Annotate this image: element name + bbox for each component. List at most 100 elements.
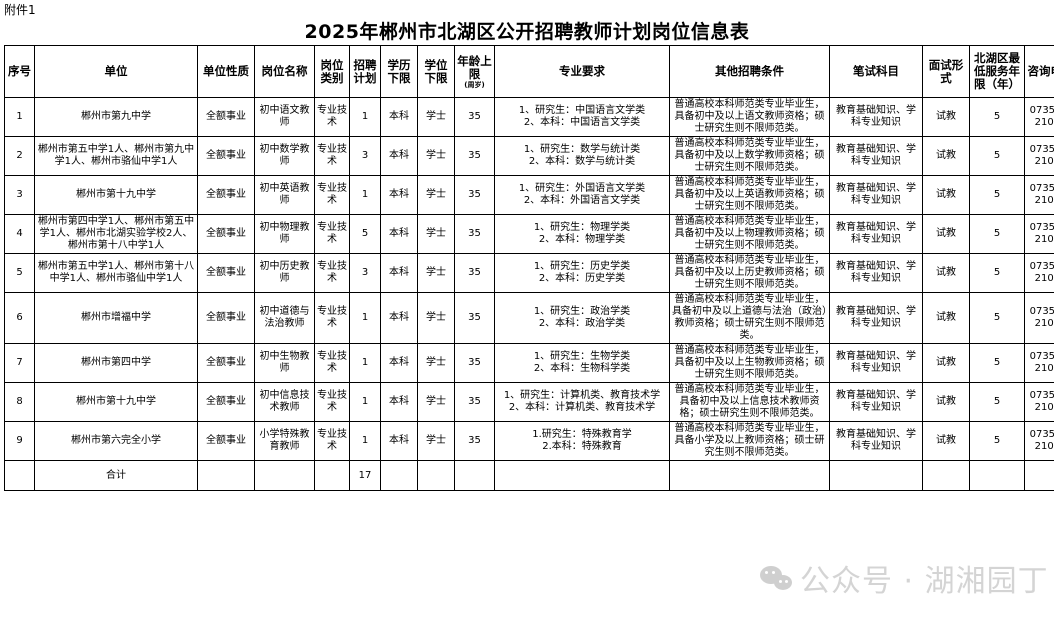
cell-post-name: 初中英语教师 <box>254 175 315 215</box>
cell-unit: 郴州市第五中学1人、郴州市第九中学1人、郴州市骆仙中学1人 <box>34 136 198 176</box>
cell-seq: 5 <box>4 253 35 293</box>
cell-post-name: 初中数学教师 <box>254 136 315 176</box>
cell-other: 普通高校本科师范类专业毕业生，具备初中及以上英语教师资格；硕士研究生则不限师范类… <box>669 175 830 215</box>
cell-plan: 3 <box>349 253 381 293</box>
column-header-unit: 单位 <box>34 45 198 98</box>
column-header-exam: 笔试科目 <box>829 45 923 98</box>
cell-phone: 0735-2121072 <box>1024 175 1054 215</box>
cell-edu-min: 本科 <box>380 97 418 137</box>
cell-post-type: 专业技术 <box>314 97 350 137</box>
cell-degree-min: 学士 <box>417 253 455 293</box>
cell-post-name: 初中历史教师 <box>254 253 315 293</box>
cell-edu-min: 本科 <box>380 343 418 383</box>
cell-edu-min: 本科 <box>380 175 418 215</box>
cell-exam: 教育基础知识、学科专业知识 <box>829 421 923 461</box>
cell-service: 5 <box>969 214 1025 254</box>
cell-service: 5 <box>969 136 1025 176</box>
cell-age-max: 35 <box>454 214 495 254</box>
total-row: 合计 17 <box>4 460 1054 491</box>
column-header-post-name: 岗位名称 <box>254 45 315 98</box>
cell-interview: 试教 <box>922 136 970 176</box>
cell-phone: 0735-2121072 <box>1024 343 1054 383</box>
cell-post-type: 专业技术 <box>314 253 350 293</box>
cell-degree-min: 学士 <box>417 136 455 176</box>
cell-interview: 试教 <box>922 382 970 422</box>
cell-unit: 郴州市第十九中学 <box>34 382 198 422</box>
cell-interview: 试教 <box>922 253 970 293</box>
cell-nature: 全额事业 <box>197 343 255 383</box>
cell-other: 普通高校本科师范类专业毕业生，具备初中及以上信息技术教师资格；硕士研究生则不限师… <box>669 382 830 422</box>
cell-service: 5 <box>969 97 1025 137</box>
cell-nature: 全额事业 <box>197 421 255 461</box>
cell-post-name: 初中道德与法治教师 <box>254 292 315 344</box>
total-empty-cell <box>969 460 1025 491</box>
table-row: 3 郴州市第十九中学 全额事业 初中英语教师 专业技术 1 本科 学士 35 1、研究生：外国语言… <box>4 175 1054 215</box>
cell-other: 普通高校本科师范类专业毕业生，具备初中及以上数学教师资格；硕士研究生则不限师范类… <box>669 136 830 176</box>
cell-seq: 8 <box>4 382 35 422</box>
table-header: 序号 单位 单位性质 岗位名称 岗位类别 招聘计划 学历下限 学位下限 年龄上限… <box>4 45 1054 98</box>
page-title: 2025年郴州市北湖区公开招聘教师计划岗位信息表 <box>304 21 750 43</box>
cell-age-max: 35 <box>454 253 495 293</box>
cell-edu-min: 本科 <box>380 253 418 293</box>
table-row: 7 郴州市第四中学 全额事业 初中生物教师 专业技术 1 本科 学士 35 1、研究生：生物学类 … <box>4 343 1054 383</box>
cell-unit: 郴州市第十九中学 <box>34 175 198 215</box>
total-empty-cell <box>4 460 35 491</box>
cell-nature: 全额事业 <box>197 382 255 422</box>
total-empty-cell <box>669 460 830 491</box>
cell-interview: 试教 <box>922 421 970 461</box>
cell-degree-min: 学士 <box>417 382 455 422</box>
cell-exam: 教育基础知识、学科专业知识 <box>829 97 923 137</box>
cell-post-type: 专业技术 <box>314 136 350 176</box>
cell-interview: 试教 <box>922 214 970 254</box>
cell-post-name: 初中物理教师 <box>254 214 315 254</box>
cell-plan: 1 <box>349 175 381 215</box>
cell-age-max: 35 <box>454 136 495 176</box>
cell-seq: 4 <box>4 214 35 254</box>
cell-exam: 教育基础知识、学科专业知识 <box>829 343 923 383</box>
cell-post-type: 专业技术 <box>314 382 350 422</box>
cell-other: 普通高校本科师范类专业毕业生，具备初中及以上历史教师资格；硕士研究生则不限师范类… <box>669 253 830 293</box>
cell-seq: 1 <box>4 97 35 137</box>
cell-nature: 全额事业 <box>197 292 255 344</box>
total-empty-cell <box>922 460 970 491</box>
total-empty-cell <box>380 460 418 491</box>
table-row: 4 郴州市第四中学1人、郴州市第五中学1人、郴州市北湖实验学校2人、郴州市第十八中… <box>4 214 1054 254</box>
cell-degree-min: 学士 <box>417 175 455 215</box>
cell-age-max: 35 <box>454 292 495 344</box>
cell-edu-min: 本科 <box>380 382 418 422</box>
cell-seq: 3 <box>4 175 35 215</box>
cell-plan: 3 <box>349 136 381 176</box>
cell-degree-min: 学士 <box>417 343 455 383</box>
cell-post-type: 专业技术 <box>314 175 350 215</box>
cell-unit: 郴州市第五中学1人、郴州市第十八中学1人、郴州市骆仙中学1人 <box>34 253 198 293</box>
cell-exam: 教育基础知识、学科专业知识 <box>829 253 923 293</box>
cell-seq: 9 <box>4 421 35 461</box>
cell-phone: 0735-2121072 <box>1024 382 1054 422</box>
cell-major: 1、研究生：物理学类 2、本科：物理学类 <box>494 214 670 254</box>
cell-other: 普通高校本科师范类专业毕业生，具备初中及以上生物教师资格；硕士研究生则不限师范类… <box>669 343 830 383</box>
age-max-label: 年龄上限 <box>457 53 492 81</box>
column-header-degree-min: 学位下限 <box>417 45 455 98</box>
cell-edu-min: 本科 <box>380 421 418 461</box>
column-header-age-max: 年龄上限 (周岁) <box>454 45 495 98</box>
cell-post-type: 专业技术 <box>314 343 350 383</box>
cell-service: 5 <box>969 382 1025 422</box>
cell-major: 1.研究生：特殊教育学 2.本科：特殊教育 <box>494 421 670 461</box>
cell-post-name: 小学特殊教育教师 <box>254 421 315 461</box>
cell-plan: 1 <box>349 97 381 137</box>
column-header-edu-min: 学历下限 <box>380 45 418 98</box>
cell-nature: 全额事业 <box>197 214 255 254</box>
cell-other: 普通高校本科师范类专业毕业生，具备初中及以上物理教师资格；硕士研究生则不限师范类… <box>669 214 830 254</box>
cell-post-type: 专业技术 <box>314 421 350 461</box>
cell-other: 普通高校本科师范类专业毕业生，具备初中及以上道德与法治（政治）教师资格；硕士研究… <box>669 292 830 344</box>
total-empty-cell <box>494 460 670 491</box>
cell-age-max: 35 <box>454 343 495 383</box>
cell-age-max: 35 <box>454 421 495 461</box>
cell-interview: 试教 <box>922 97 970 137</box>
column-header-interview: 面试形式 <box>922 45 970 98</box>
cell-exam: 教育基础知识、学科专业知识 <box>829 136 923 176</box>
cell-post-name: 初中信息技术教师 <box>254 382 315 422</box>
table-row: 5 郴州市第五中学1人、郴州市第十八中学1人、郴州市骆仙中学1人 全额事业 初中历史教… <box>4 253 1054 293</box>
cell-service: 5 <box>969 292 1025 344</box>
